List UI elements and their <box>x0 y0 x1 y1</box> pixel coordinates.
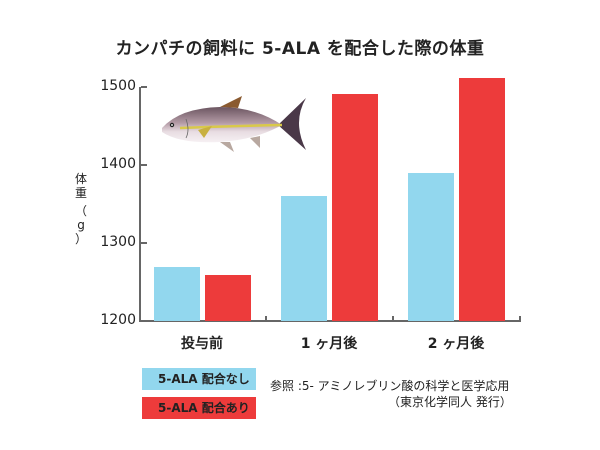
x-axis <box>139 320 521 322</box>
bar-without-1month <box>281 196 327 321</box>
source-note: 参照 :5- アミノレブリン酸の科学と医学応用 （東京化学同人 発行） <box>270 378 512 410</box>
y-tick-label: 1400 <box>100 156 136 172</box>
x-tick <box>265 316 267 321</box>
x-tick <box>392 316 394 321</box>
x-category-label: 2 ヶ月後 <box>427 336 485 352</box>
x-category-label: 投与前 <box>181 336 223 352</box>
y-label-char: ） <box>74 232 87 246</box>
source-line-1: 参照 :5- アミノレブリン酸の科学と医学応用 <box>270 379 510 393</box>
bar-with-2month <box>459 78 505 321</box>
fish-icon <box>162 96 306 152</box>
y-axis-label: 体 重 （ g ） <box>73 172 89 246</box>
y-label-char: （ <box>74 204 87 218</box>
source-line-2: （東京化学同人 発行） <box>388 395 512 409</box>
y-axis <box>139 87 141 322</box>
y-tick <box>141 164 147 166</box>
y-tick-label: 1500 <box>100 78 136 94</box>
y-label-char: 体 <box>74 172 87 186</box>
y-tick-label: 1300 <box>100 234 136 250</box>
y-tick-label: 1200 <box>100 312 136 328</box>
y-label-char: 重 <box>74 186 87 200</box>
chart-title: カンパチの飼料に 5-ALA を配合した際の体重 <box>115 39 485 59</box>
bar-with-1month <box>332 94 378 321</box>
x-category-label: 1 ヶ月後 <box>300 336 358 352</box>
legend-item-without-5ala: 5-ALA 配合なし <box>142 368 256 390</box>
bar-with-before <box>205 275 251 321</box>
legend-item-with-5ala: 5-ALA 配合あり <box>142 397 256 419</box>
y-tick <box>141 242 147 244</box>
y-tick <box>141 86 147 88</box>
y-label-char: g <box>77 218 85 232</box>
bar-without-before <box>154 267 200 321</box>
x-tick <box>519 316 521 321</box>
bar-without-2month <box>408 173 454 321</box>
